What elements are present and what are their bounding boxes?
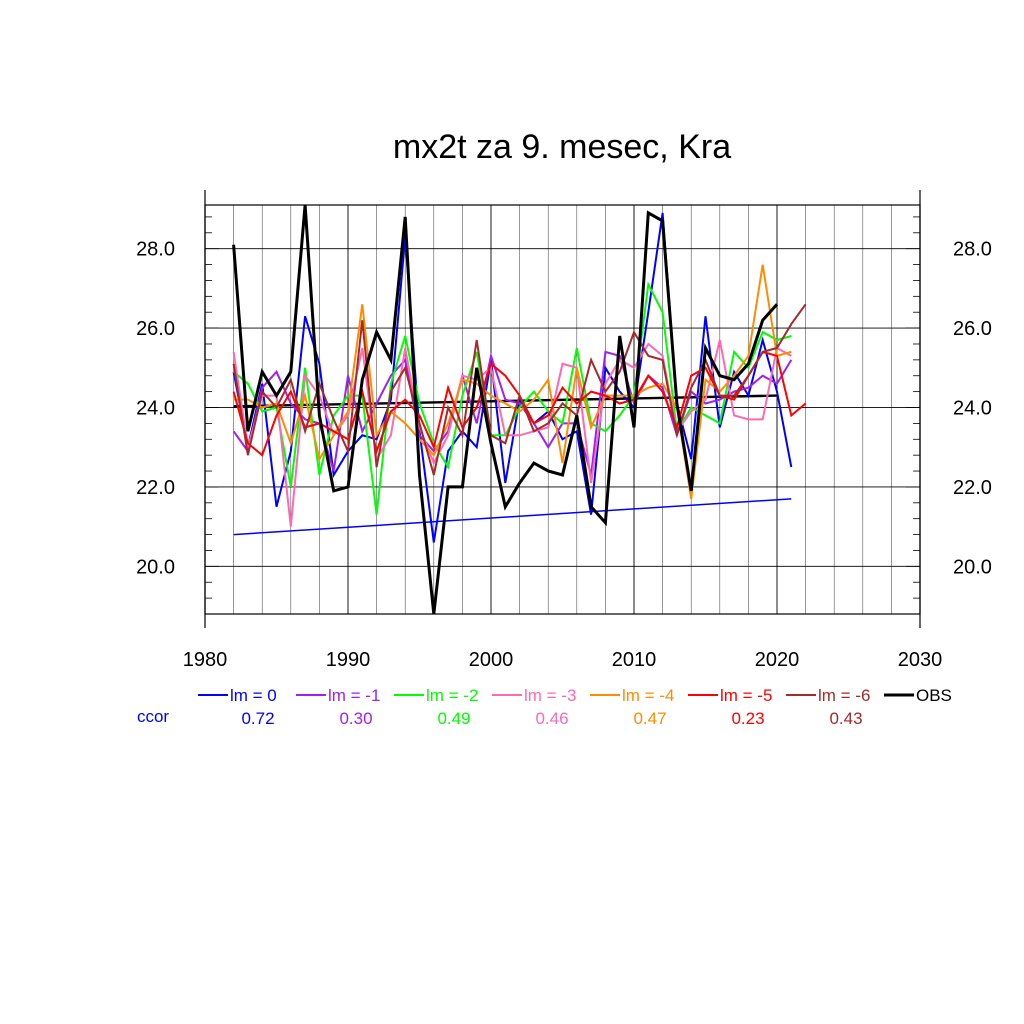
axis-ticks: 20.0 20.0 22.0 22.0 24.0 24.0 26.0 26.0 28.0 28.0… bbox=[136, 190, 992, 671]
legend-label: lm = -6 bbox=[818, 686, 870, 705]
legend-label: lm = -1 bbox=[328, 686, 380, 705]
y-tick-label-right: 22.0 bbox=[953, 477, 992, 499]
y-tick-label-right: 28.0 bbox=[953, 239, 992, 261]
legend-ccor-value: 0.72 bbox=[241, 709, 274, 728]
y-tick-label-right: 26.0 bbox=[953, 318, 992, 340]
x-tick-label: 2010 bbox=[612, 649, 657, 671]
legend-ccor-value: 0.47 bbox=[633, 709, 666, 728]
legend-label: lm = -4 bbox=[622, 686, 674, 705]
y-tick-label-right: 20.0 bbox=[953, 556, 992, 578]
x-tick-label: 1980 bbox=[183, 649, 228, 671]
y-tick-label-left: 22.0 bbox=[136, 477, 175, 499]
chart-title: mx2t za 9. mesec, Kra bbox=[393, 128, 731, 166]
y-tick-label-left: 20.0 bbox=[136, 556, 175, 578]
y-tick-label-right: 24.0 bbox=[953, 398, 992, 420]
legend-label: lm = -2 bbox=[426, 686, 478, 705]
legend-ccor-value: 0.23 bbox=[731, 709, 764, 728]
legend-ccor-value: 0.46 bbox=[535, 709, 568, 728]
x-tick-label: 2020 bbox=[755, 649, 800, 671]
y-tick-label-left: 26.0 bbox=[136, 318, 175, 340]
legend-label: lm = -5 bbox=[720, 686, 772, 705]
series-lines bbox=[232, 204, 807, 615]
legend: lm = 0 0.72 lm = -1 0.30 lm = -2 0.49 lm = -3 0… bbox=[137, 686, 952, 728]
y-tick-label-left: 24.0 bbox=[136, 398, 175, 420]
trend-line bbox=[233, 498, 792, 536]
ccor-label: ccor bbox=[137, 707, 169, 726]
legend-ccor-value: 0.43 bbox=[829, 709, 862, 728]
x-tick-label: 2000 bbox=[469, 649, 514, 671]
x-tick-label: 1990 bbox=[326, 649, 371, 671]
legend-label: OBS bbox=[916, 686, 952, 705]
series-line bbox=[232, 303, 807, 476]
x-tick-label: 2030 bbox=[898, 649, 943, 671]
legend-label: lm = -3 bbox=[524, 686, 576, 705]
legend-ccor-value: 0.30 bbox=[339, 709, 372, 728]
y-tick-label-left: 28.0 bbox=[136, 239, 175, 261]
legend-label: lm = 0 bbox=[230, 686, 277, 705]
legend-ccor-value: 0.49 bbox=[437, 709, 470, 728]
series-line bbox=[232, 212, 793, 543]
series-line bbox=[232, 204, 779, 615]
